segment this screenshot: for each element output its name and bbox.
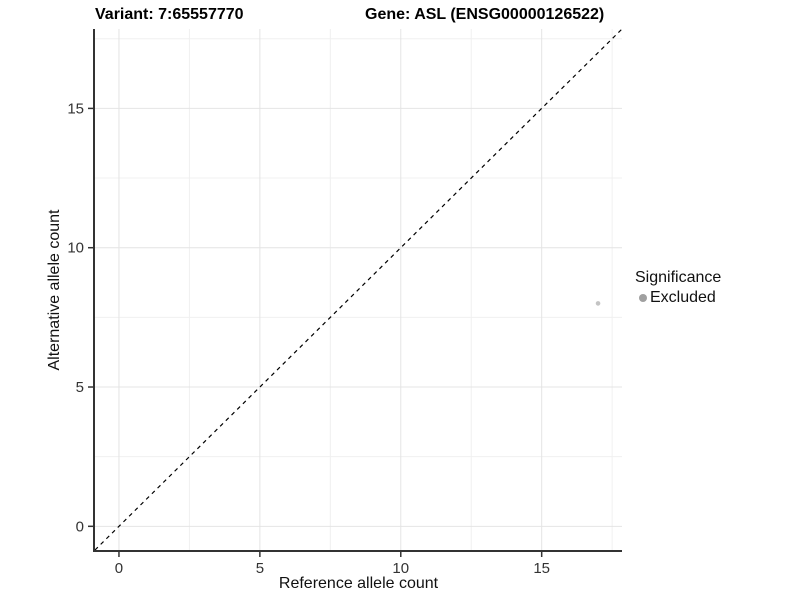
y-tick-label: 15 — [67, 100, 84, 117]
gridlines-major — [95, 29, 622, 550]
x-tick-label: 0 — [115, 560, 123, 577]
legend-title: Significance — [635, 269, 722, 286]
x-tick-label: 15 — [533, 560, 550, 577]
legend-point-icon — [639, 294, 647, 302]
legend-entry-excluded: Excluded — [639, 289, 721, 307]
identity-line — [94, 28, 623, 551]
y-tick-label: 10 — [67, 240, 84, 257]
y-tick-label: 5 — [76, 379, 84, 396]
x-tick-label: 10 — [392, 560, 409, 577]
plot-title-gene: Gene: ASL (ENSG00000126522) — [365, 6, 605, 23]
x-tick-label: 5 — [256, 560, 264, 577]
gridlines-minor — [95, 29, 622, 550]
data-point — [595, 301, 601, 306]
legend: Significance Excluded — [633, 269, 721, 307]
y-axis-title: Alternative allele count — [46, 209, 63, 371]
data-points — [595, 301, 601, 306]
x-axis-title: Reference allele count — [278, 575, 439, 592]
plot-title-variant: Variant: 7:65557770 — [95, 6, 244, 23]
axis-ticks: 0 5 10 15 0 5 10 15 — [67, 100, 550, 577]
y-tick-label: 0 — [76, 518, 84, 535]
legend-entry-label: Excluded — [650, 289, 716, 306]
